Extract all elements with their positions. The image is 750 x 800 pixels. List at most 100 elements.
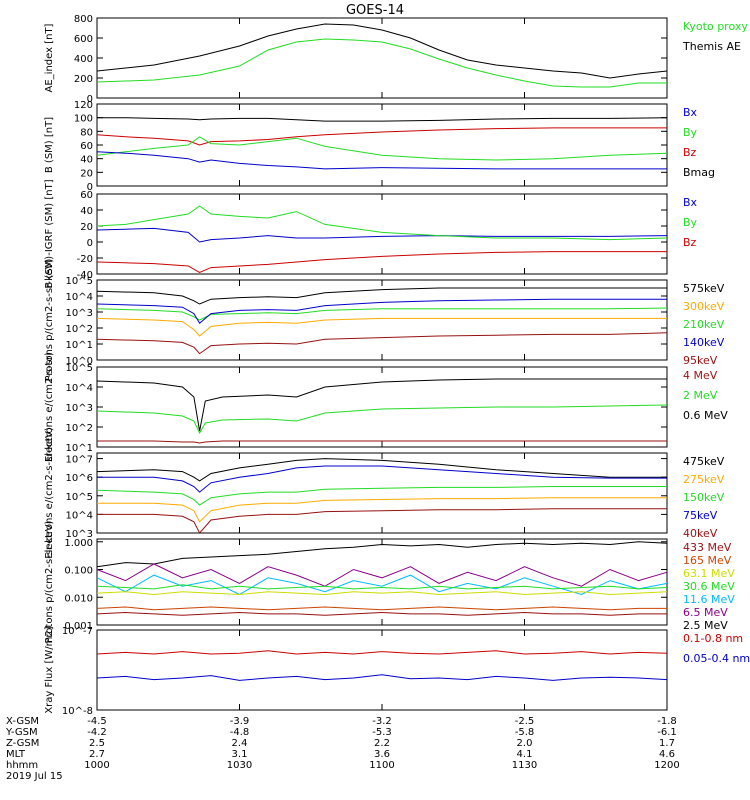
legend-label: 275keV: [683, 473, 725, 486]
series-line-300kev: [96, 317, 667, 337]
footer-value: -1.8: [657, 716, 677, 727]
panel-6: 10^3 10^4 10^5 10^6 10^7 Electrons e/(cm2-s-s…: [44, 427, 725, 559]
series-line-0-05-0-4-nm: [96, 674, 668, 681]
y-tick-label: 40: [80, 206, 93, 217]
y-tick-label: 10^4: [66, 510, 93, 521]
footer-value: 2.2: [374, 738, 390, 749]
footer-value: 1030: [227, 760, 252, 771]
legend-label: 0.6 MeV: [683, 409, 728, 422]
y-tick-label: 60: [80, 141, 93, 152]
panel-3: -40 -20 0 20 40 60 B (SM)-IGRF (SM) [nT] Bx By Bz: [44, 179, 698, 288]
y-tick-label: 0.001: [64, 621, 93, 632]
series-line-40kev: [97, 508, 667, 534]
y-tick-label: 10^2: [66, 423, 93, 434]
footer-value: -4.5: [87, 716, 107, 727]
legend-label: 4 MeV: [683, 369, 718, 382]
series-line-575kev: [96, 287, 667, 305]
series-line-63-1-mev: [96, 591, 668, 596]
footer-row-label: 2019 Jul 15: [6, 771, 63, 782]
legend-label: 165 MeV: [683, 554, 732, 567]
legend-label: Themis AE: [682, 40, 741, 53]
series-line-kyoto-proxy-ae: [96, 38, 667, 88]
y-tick-label: 400: [74, 54, 93, 65]
footer-value: 4.6: [659, 749, 675, 760]
footer-row-label: hhmm: [6, 760, 38, 771]
series-line-by: [96, 136, 668, 161]
footer-value: -5.3: [372, 727, 392, 738]
panel-7: 0.001 0.010 0.100 1.000 Protons p/(cm2-s-sr-…: [44, 520, 735, 643]
series-line-30-6-mev: [96, 584, 668, 590]
y-tick-label: 20: [80, 168, 93, 179]
y-tick-label: 0: [87, 94, 93, 105]
y-tick-label: 10^5: [66, 363, 93, 374]
legend-label: By: [683, 126, 698, 139]
y-tick-label: 800: [74, 14, 93, 25]
series-line-6-5-mev: [96, 563, 668, 587]
chart-title: GOES-14: [346, 3, 404, 18]
y-tick-label: 100: [74, 114, 93, 125]
y-tick-label: 0.100: [64, 566, 93, 577]
y-tick-label: 10^4: [66, 292, 93, 303]
y-tick-label: 10^4: [66, 383, 93, 394]
legend-label: 475keV: [683, 455, 725, 468]
legend-label: Bx: [683, 196, 698, 209]
series-line-275kev: [97, 465, 667, 493]
y-axis-label: Protons p/(cm2-s-sr-keV): [44, 258, 55, 381]
legend-label: 11.6 MeV: [683, 593, 735, 606]
y-tick-label: 0: [87, 182, 93, 193]
footer-value: 1100: [369, 760, 394, 771]
y-tick-label: 0: [87, 238, 93, 249]
panel-frame: [96, 103, 668, 187]
footer-row-label: X-GSM: [6, 716, 39, 727]
footer-value: -2.5: [515, 716, 535, 727]
series-line-433-mev: [96, 611, 667, 616]
y-tick-label: 10^5: [66, 276, 93, 287]
legend-label: 575keV: [683, 282, 725, 295]
footer-value: 1200: [654, 760, 679, 771]
footer-value: -4.8: [230, 727, 250, 738]
series-line-475kev: [96, 458, 667, 482]
series-line-bz: [96, 127, 667, 146]
footer-row-label: Z-GSM: [6, 738, 39, 749]
series-line-bx: [96, 151, 667, 170]
footer-value: 1.7: [659, 738, 675, 749]
series-line-140kev: [96, 298, 667, 324]
legend-label: 2 MeV: [683, 389, 718, 402]
y-tick-label: 10^3: [66, 529, 93, 540]
footer-value: -6.1: [657, 727, 677, 738]
y-tick-label: 10^1: [66, 340, 93, 351]
footer-value: 2.5: [89, 738, 105, 749]
footer-value: 2.7: [89, 749, 105, 760]
legend-label: 150keV: [683, 491, 725, 504]
series-line-75kev: [97, 497, 667, 523]
y-tick-label: 120: [74, 100, 93, 111]
panel-frame: [96, 629, 668, 711]
panel-8: 10^-8 10^-7 Xray Flux [W/m2] 0.1-0.8 nm 0.05…: [44, 626, 750, 717]
y-tick-label: 10^6: [66, 473, 93, 484]
series-line-210kev: [96, 307, 668, 321]
legend-label: 0.1-0.8 nm: [683, 632, 743, 645]
y-axis-label: Electrons e/(cm2-s-sr-keV): [44, 427, 55, 559]
footer-value: 3.1: [232, 749, 248, 760]
footer-value: -5.8: [515, 727, 535, 738]
legend-label: 40keV: [683, 527, 718, 540]
legend-label: 433 MeV: [683, 541, 732, 554]
legend-label: 75keV: [683, 509, 718, 522]
y-tick-label: 40: [80, 155, 93, 166]
footer-value: 4.1: [517, 749, 533, 760]
series-line-2-mev: [96, 404, 668, 435]
series-line-bx: [96, 227, 668, 243]
y-tick-label: 20: [80, 222, 93, 233]
legend-label: 210keV: [683, 318, 725, 331]
panel-4: 10^0 10^1 10^2 10^3 10^4 10^5 Protons p/(cm2-s…: [44, 258, 725, 381]
panel-2: 0 20 40 60 80 100 120 B (SM) [nT] Bx By Bz Bmag: [44, 100, 715, 193]
footer-value: -4.2: [87, 727, 107, 738]
series-line-95kev: [96, 332, 668, 355]
footer-value: -3.9: [230, 716, 250, 727]
y-tick-label: 10^7: [66, 455, 93, 466]
legend-label: Bmag: [683, 166, 715, 179]
series-line-bz: [96, 251, 667, 273]
y-tick-label: 10^2: [66, 324, 93, 335]
